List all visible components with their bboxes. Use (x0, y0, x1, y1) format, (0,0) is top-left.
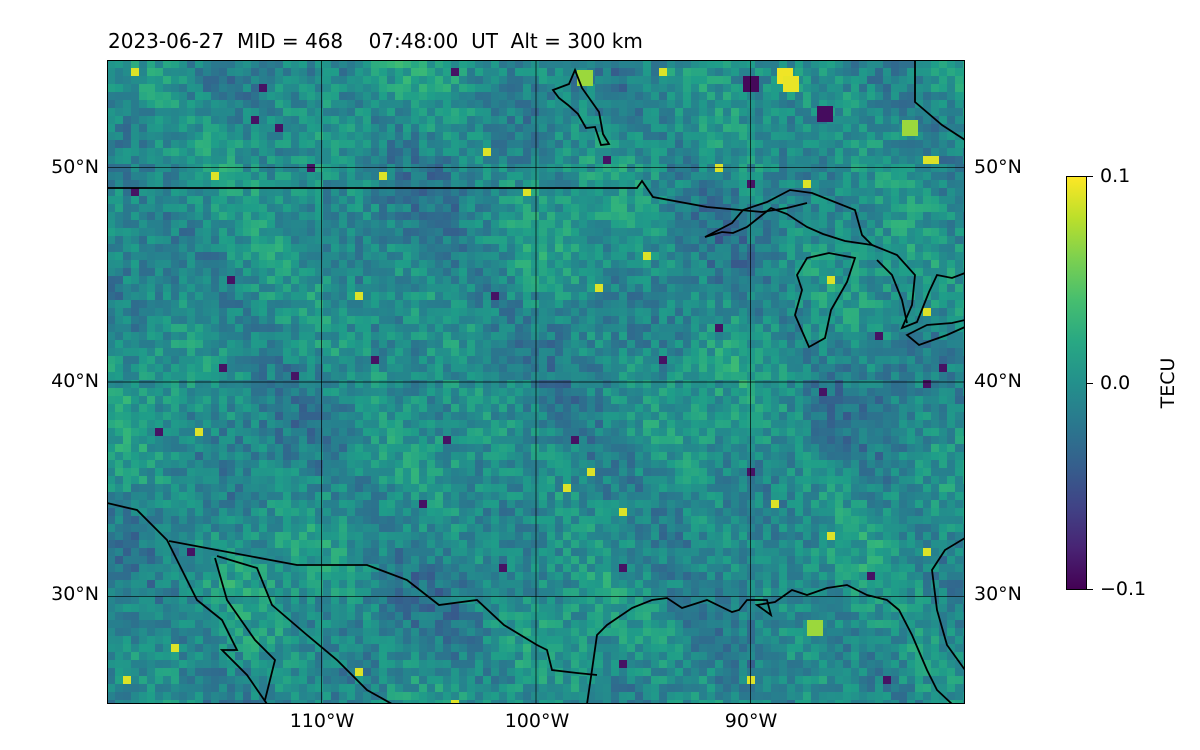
coastlines-borders (107, 60, 965, 704)
tec-map-svg (107, 60, 965, 704)
mexico-west-coast (216, 555, 393, 704)
lon-label-90w: 90°W (724, 710, 778, 732)
baja-coast (107, 502, 268, 704)
lake-huron (871, 244, 965, 330)
lat-label-50-left: 50°N (51, 156, 99, 178)
tec-map (107, 60, 965, 704)
lat-label-50-right: 50°N (974, 156, 1022, 178)
us-mexico-border (168, 540, 598, 676)
lat-label-30-right: 30°N (974, 583, 1022, 605)
lake-superior (704, 189, 875, 247)
lake-michigan (794, 252, 857, 349)
gulf-california (214, 557, 276, 701)
florida-east-coast (931, 537, 965, 671)
lake-erie (905, 319, 965, 347)
colorbar-tick-bottom (1087, 589, 1093, 590)
tec-heatmap (107, 60, 965, 704)
colorbar-title: TECU (1157, 357, 1179, 409)
james-bay-coast (551, 67, 611, 146)
us-canada-border (107, 179, 808, 213)
gulf-coast (586, 584, 953, 704)
colorbar (1066, 176, 1087, 590)
graticule (107, 60, 965, 704)
lon-label-100w: 100°W (504, 710, 570, 732)
lat-label-40-right: 40°N (974, 370, 1022, 392)
lake-huron-south (876, 259, 908, 324)
colorbar-tick-mid (1087, 383, 1093, 384)
colorbar-label-zero: 0.0 (1100, 372, 1131, 394)
map-title: 2023-06-27 MID = 468 07:48:00 UT Alt = 3… (108, 29, 643, 53)
lat-label-40-left: 40°N (51, 370, 99, 392)
colorbar-tick-top (1087, 176, 1093, 177)
lon-label-110w: 110°W (289, 710, 355, 732)
lat-label-30-left: 30°N (51, 583, 99, 605)
hudson-coast-ne (914, 60, 965, 141)
colorbar-label-min: −0.1 (1100, 578, 1147, 600)
colorbar-label-max: 0.1 (1100, 165, 1131, 187)
